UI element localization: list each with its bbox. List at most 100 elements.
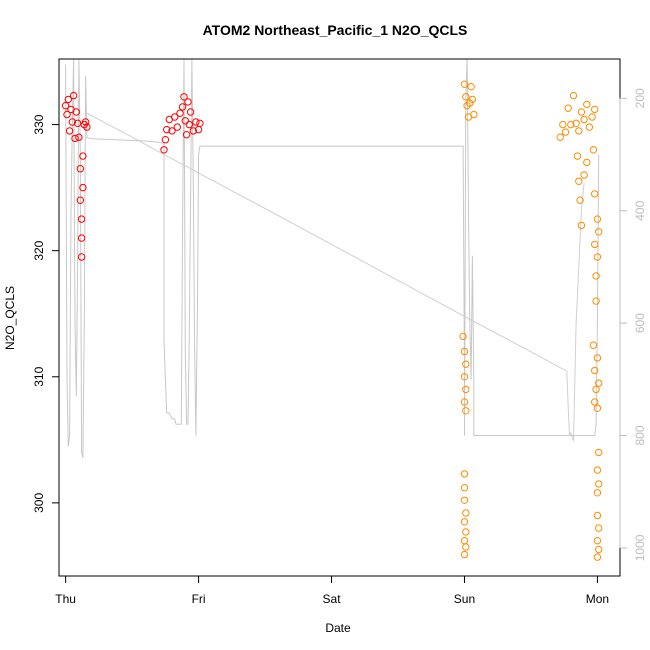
series-1-point (196, 119, 204, 128)
x-tick-label: Mon (586, 592, 609, 606)
series-1-point (61, 102, 70, 110)
series-2-point (577, 221, 586, 230)
series-2-point (460, 484, 469, 492)
y-tick-label: 330 (32, 114, 46, 134)
series-2-point (593, 253, 602, 261)
series-2-point (462, 543, 470, 551)
series-2-point (591, 366, 599, 375)
background-line (85, 111, 585, 442)
series-1-point (77, 253, 86, 261)
x-tick-label: Sun (454, 592, 475, 606)
x-axis-label: Date (325, 621, 351, 635)
y-tick-label: 310 (32, 366, 46, 386)
series-1-point (176, 109, 184, 117)
series-2-point (577, 108, 586, 116)
series-2-point (462, 93, 470, 101)
series-1-point (81, 118, 90, 126)
series-1-point (180, 93, 188, 101)
chart-title: ATOM2 Northeast_Pacific_1 N2O_QCLS (203, 22, 468, 38)
series-2-point (460, 537, 469, 545)
series-2-point (592, 272, 600, 280)
y2-tick-label: 400 (633, 200, 647, 220)
series-2-point (595, 379, 603, 387)
series-2-point (593, 489, 602, 497)
series-2-point (595, 545, 603, 554)
plot-frame (58, 58, 621, 577)
series-2-point (593, 511, 602, 520)
x-tick-label: Thu (55, 592, 76, 606)
series-1-point (76, 196, 85, 204)
series-1-point (73, 119, 82, 128)
series-2-point (462, 509, 470, 517)
series-1-point (192, 118, 200, 126)
x-tick-label: Fri (192, 592, 206, 606)
series-2-point (466, 99, 474, 107)
series-2-point (580, 115, 588, 124)
series-2-point (593, 215, 602, 223)
y2-tick-label: 1000 (633, 534, 647, 561)
series-1-point (79, 152, 87, 160)
series-2-point (573, 152, 582, 160)
series-1-point (77, 215, 86, 223)
series-2-point (591, 190, 599, 198)
series-1-point (69, 91, 78, 100)
series-2-point (591, 240, 599, 249)
y2-tick-label: 200 (633, 88, 647, 108)
series-1-point (160, 146, 168, 154)
series-2-point (593, 404, 602, 412)
series-1-point (168, 127, 176, 135)
series-2-point (576, 196, 584, 204)
series-2-point (467, 83, 475, 91)
y2-tick-label: 800 (633, 425, 647, 445)
series-1-point (163, 125, 171, 134)
series-2-point (459, 332, 467, 341)
series-1-point (71, 134, 79, 143)
series-2-point (593, 466, 602, 474)
series-2-point (460, 518, 469, 526)
series-1-point (185, 120, 194, 129)
series-2-point (470, 110, 478, 119)
y-tick-label: 320 (32, 240, 46, 260)
series-1-point (189, 127, 198, 135)
series-2-point (462, 407, 470, 415)
series-2-point (589, 341, 598, 349)
series-2-point (561, 128, 570, 136)
series-2-point (460, 80, 469, 88)
series-1-point (161, 136, 170, 144)
series-2-point (567, 120, 575, 129)
series-1-point (77, 234, 86, 242)
series-2-point (462, 385, 470, 394)
series-2-point (588, 113, 596, 121)
series-2-point (589, 146, 598, 154)
series-2-point (569, 91, 578, 100)
series-1-point (65, 127, 74, 135)
y-axis-label: N2O_QCLS (3, 286, 17, 350)
series-1-point (181, 117, 190, 125)
series-2-point (462, 360, 470, 368)
series-2-point (592, 297, 600, 305)
series-2-point (468, 95, 477, 104)
plot-clipped-group (61, 59, 603, 561)
series-2-point (593, 354, 602, 362)
series-1-point (72, 108, 81, 116)
series-2-point (595, 228, 603, 236)
series-2-point (591, 398, 599, 406)
series-2-point (591, 105, 599, 114)
series-2-point (583, 158, 591, 167)
series-2-point (572, 119, 580, 128)
series-2-point (585, 123, 594, 131)
series-2-point (592, 385, 600, 394)
series-1-point (182, 131, 191, 139)
series-2-point (460, 496, 469, 504)
series-2-point (580, 171, 588, 179)
series-1-point (79, 183, 87, 192)
series-2-point (595, 524, 603, 532)
series-2-point (460, 550, 469, 559)
series-2-point (575, 127, 583, 135)
x-tick-label: Sat (323, 592, 342, 606)
series-2-point (460, 470, 469, 478)
series-1-point (64, 95, 73, 104)
series-2-point (583, 100, 591, 109)
series-2-point (595, 480, 603, 488)
series-1-point (68, 118, 77, 126)
